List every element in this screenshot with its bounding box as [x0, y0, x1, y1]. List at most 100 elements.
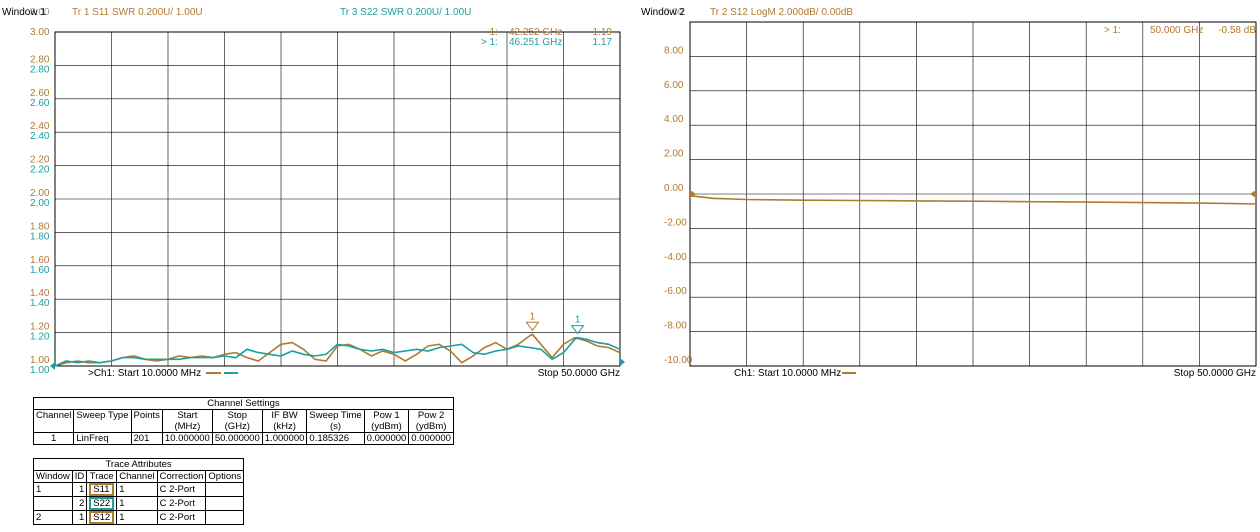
- y-tick-label-s22: 1.40: [30, 298, 50, 309]
- window2-label: Window 2: [641, 7, 685, 18]
- cell-trace[interactable]: S22: [86, 496, 118, 511]
- readout-value: 1.19: [593, 27, 613, 38]
- y-tick-label: -10.00: [664, 355, 693, 366]
- y-tick-label-s11: 1.20: [30, 322, 50, 333]
- trace-line-s22: [54, 336, 621, 367]
- y-tick-label: 6.00: [664, 80, 684, 91]
- cell-points: 201: [130, 432, 163, 445]
- col-unit: (s): [306, 421, 365, 433]
- y-tick-label: -2.00: [664, 217, 687, 228]
- cell-stop: 50.000000: [211, 432, 263, 445]
- window2-y-ticks: 8.00 6.00 4.00 2.00 0.00 -2.00 -4.00 -6.00 -8.00…: [664, 45, 693, 366]
- window1-header-tr1[interactable]: Tr 1 S11 SWR 0.200U/ 1.00U: [72, 7, 203, 18]
- cell-channel: 1: [116, 482, 158, 497]
- window1-chart[interactable]: 3.00 Window 1 Tr 1 S11 SWR 0.200U/ 1.00U…: [0, 0, 630, 385]
- y-tick-label-s22: 2.80: [30, 64, 50, 75]
- window1-ghost-label: 3.00: [30, 7, 50, 18]
- col-unit: (GHz): [211, 421, 263, 433]
- col-header: Trace: [86, 470, 118, 483]
- cell-channel: 1: [116, 496, 158, 511]
- col-unit: [130, 421, 163, 433]
- cell-sweep-time: 0.185326: [306, 432, 365, 445]
- cell-channel: 1: [32, 432, 75, 445]
- marker-flag-label: 1: [575, 315, 581, 326]
- window1-y-ticks: 2.802.80 2.602.60 2.402.40 2.202.20 2.002.00…: [30, 27, 50, 376]
- table-row: 1 1 S11 1 C 2-Port: [33, 482, 245, 497]
- window2-footer-start: Ch1: Start 10.0000 MHz: [734, 368, 841, 379]
- cell-window: 1: [33, 482, 73, 497]
- col-header: Points: [130, 409, 163, 421]
- y-tick-label-s11: 2.60: [30, 88, 50, 99]
- table-row: 2 1 S12 1 C 2-Port: [33, 510, 245, 525]
- col-header: IF BW: [261, 409, 308, 421]
- marker-triangle: [570, 325, 585, 335]
- trace-tag-s22[interactable]: S22: [89, 497, 115, 510]
- col-header: Sweep Type: [73, 409, 132, 421]
- col-header: Channel: [32, 409, 75, 421]
- cell-window: [33, 496, 73, 511]
- window2-chart[interactable]: 0.00 Window 2 Tr 2 S12 LogM 2.000dB/ 0.0…: [630, 0, 1260, 385]
- trace-attributes-table: Trace Attributes Window ID Trace Channel…: [32, 458, 245, 525]
- y-tick-label-s22: 2.40: [30, 131, 50, 142]
- col-header: Correction: [156, 470, 207, 483]
- cell-options: [205, 510, 245, 525]
- cell-window: 2: [33, 510, 73, 525]
- cell-trace[interactable]: S11: [86, 482, 118, 497]
- trace-attributes-title: Trace Attributes: [32, 458, 245, 471]
- window1-traces: [50, 333, 625, 370]
- cell-if-bw: 1.000000: [261, 432, 308, 445]
- table-row: 2 S22 1 C 2-Port: [33, 496, 245, 511]
- col-header: Sweep Time: [306, 409, 365, 421]
- window2-readout-freq: 50.000 GHz: [1150, 25, 1203, 36]
- col-header: Pow 1: [363, 409, 410, 421]
- window2-footer-stop: Stop 50.0000 GHz: [1174, 368, 1256, 379]
- window2-marker-readout: > 1: 50.000 GHz -0.58 dB: [1104, 25, 1256, 36]
- y-tick-label-s11: 2.40: [30, 121, 50, 132]
- col-unit: (kHz): [261, 421, 308, 433]
- reference-marker-left: [690, 190, 696, 198]
- window2-traces: [689, 190, 1257, 205]
- trace-tag-s11[interactable]: S11: [89, 483, 114, 496]
- marker-flag-label: 1: [530, 311, 536, 322]
- trace-line-s12: [689, 194, 1257, 205]
- cell-correction: C 2-Port: [156, 482, 207, 497]
- cell-id: 2: [71, 496, 88, 511]
- reference-marker-right: [620, 358, 625, 366]
- readout-freq: 46.251 GHz: [509, 37, 562, 48]
- trace-tag-s12[interactable]: S12: [89, 511, 115, 524]
- y-tick-label-s11: 1.00: [30, 355, 50, 366]
- readout-id: 1:: [490, 27, 498, 38]
- y-tick-label-s22: 1.60: [30, 265, 50, 276]
- y-tick-label-s11: 1.40: [30, 288, 50, 299]
- col-header: Start: [161, 409, 213, 421]
- readout-freq: 42.252 GHz: [509, 27, 562, 38]
- cell-id: 1: [71, 482, 88, 497]
- readout-id: > 1:: [481, 37, 498, 48]
- y-tick-label-s11: 2.20: [30, 155, 50, 166]
- col-header: Options: [205, 470, 245, 483]
- window1-grid: [54, 31, 621, 367]
- channel-settings-header-row: Channel Sweep Type Points Start Stop IF …: [32, 409, 454, 421]
- col-header: Channel: [116, 470, 158, 483]
- cell-sweep-type: LinFreq: [73, 432, 132, 445]
- y-tick-label-s22: 1.00: [30, 365, 50, 376]
- window2-grid: [689, 21, 1257, 367]
- window2-readout-value: -0.58 dB: [1218, 25, 1256, 36]
- cell-options: [205, 482, 245, 497]
- channel-settings-title: Channel Settings: [33, 397, 454, 410]
- window2-header-tr2[interactable]: Tr 2 S12 LogM 2.000dB/ 0.00dB: [710, 7, 853, 18]
- y-tick-label-s11: 1.60: [30, 255, 50, 266]
- cell-options: [205, 496, 245, 511]
- y-tick-label: 0.00: [664, 183, 684, 194]
- window1-label: Window 1: [2, 7, 46, 18]
- cell-id: 1: [71, 510, 88, 525]
- cell-pow2: 0.000000: [408, 432, 454, 445]
- y-tick-label-s11: 3.00: [30, 27, 50, 38]
- col-unit: (ydBm): [363, 421, 410, 433]
- cell-channel: 1: [116, 510, 158, 525]
- cell-trace[interactable]: S12: [86, 510, 118, 525]
- y-tick-label-s22: 1.20: [30, 332, 50, 343]
- window1-header-tr3[interactable]: Tr 3 S22 SWR 0.200U/ 1.00U: [340, 7, 471, 18]
- table-row: 1 LinFreq 201 10.000000 50.000000 1.0000…: [32, 432, 454, 445]
